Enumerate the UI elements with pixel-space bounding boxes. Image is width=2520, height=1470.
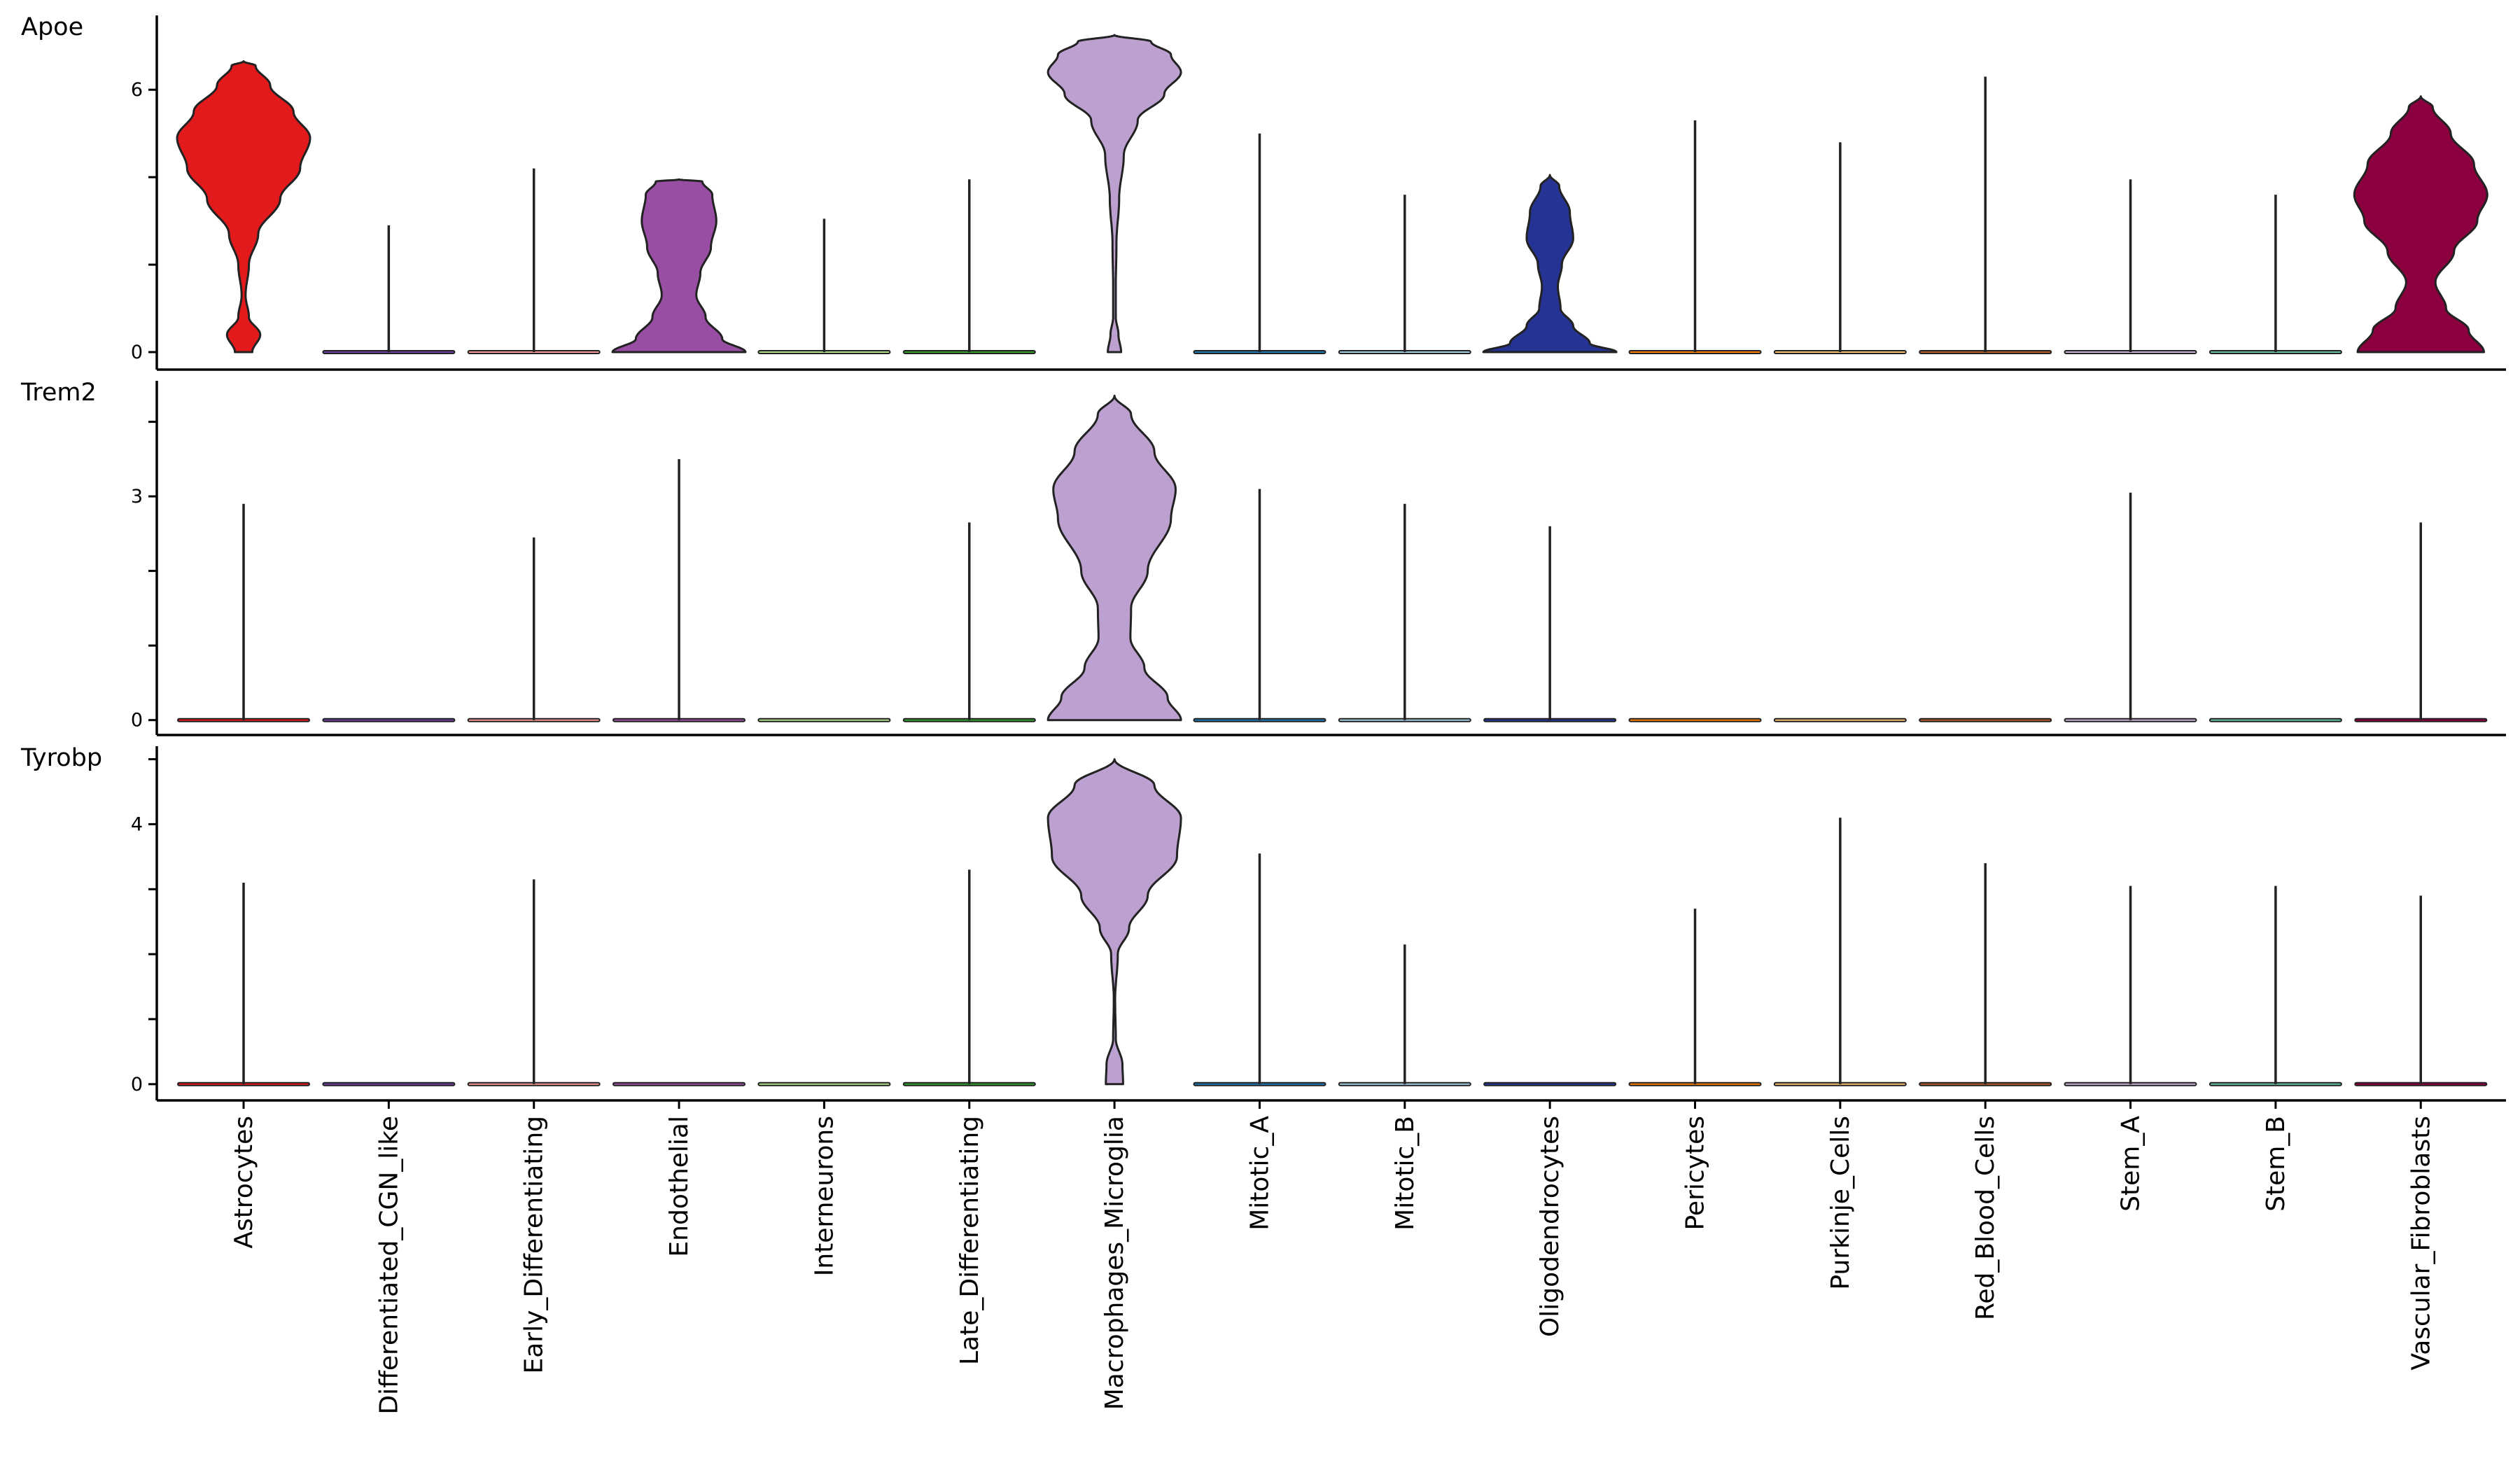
x-tick-label: Oligodendrocytes <box>1536 1116 1564 1337</box>
violin-base <box>612 1082 746 1086</box>
violin-apoe-endothelial <box>611 178 747 354</box>
y-tick-label: 0 <box>131 710 143 732</box>
violin-apoe-astrocytes <box>176 60 312 354</box>
violin-trem2-endothelial <box>612 458 746 722</box>
violin-apoe-oligodendrocytes <box>1482 174 1618 354</box>
violin-apoe-late-differentiating <box>902 179 1036 354</box>
violin-tyrobp-differentiated-cgn-like <box>322 1082 456 1086</box>
x-tick-label: Stem_A <box>2117 1116 2146 1212</box>
x-tick-label: Vascular_Fibroblasts <box>2407 1116 2435 1371</box>
violin-trem2-astrocytes <box>177 503 310 722</box>
violin-tyrobp-macrophages-microglia <box>1046 758 1182 1086</box>
violin-base <box>757 718 891 722</box>
violin-apoe-pericytes <box>1628 120 1762 354</box>
gene-label-tyrobp: Tyrobp <box>20 744 102 772</box>
violin-tyrobp-stem-a <box>2064 886 2197 1086</box>
x-tick-label: Mitotic_B <box>1391 1116 1420 1231</box>
violin-body <box>2353 95 2488 354</box>
violin-apoe-stem-b <box>2208 195 2342 354</box>
violin-tyrobp-purkinje-cells <box>1773 818 1907 1086</box>
gene-label-trem2: Trem2 <box>20 379 97 407</box>
violin-trem2-interneurons <box>757 718 891 722</box>
violin-trem2-vascular-fibroblasts <box>2354 522 2488 722</box>
violin-apoe-mitotic-b <box>1338 195 1471 354</box>
violin-base <box>1483 1082 1617 1086</box>
gene-label-apoe: Apoe <box>21 13 83 41</box>
violin-base <box>2208 718 2342 722</box>
violin-apoe-purkinje-cells <box>1773 142 1907 354</box>
violin-tyrobp-interneurons <box>757 1082 891 1086</box>
violin-trem2-stem-a <box>2064 492 2197 722</box>
violin-tyrobp-stem-b <box>2208 886 2342 1086</box>
violin-base <box>1773 718 1907 722</box>
violin-trem2-differentiated-cgn-like <box>322 718 456 722</box>
x-tick-label: Astrocytes <box>230 1116 258 1249</box>
violin-trem2-red-blood-cells <box>1919 718 2052 722</box>
violin-apoe-early-differentiating <box>467 168 601 354</box>
x-tick-label: Purkinje_Cells <box>1826 1116 1855 1290</box>
x-tick-label: Endothelial <box>665 1116 694 1257</box>
x-tick-label: Stem_B <box>2262 1116 2290 1212</box>
violin-tyrobp-early-differentiating <box>467 879 601 1086</box>
violin-trem2-mitotic-b <box>1338 503 1471 722</box>
violin-trem2-macrophages-microglia <box>1046 394 1182 722</box>
x-tick-label: Mitotic_A <box>1245 1116 1274 1231</box>
violin-body <box>176 60 312 354</box>
x-tick-label: Pericytes <box>1681 1116 1710 1231</box>
violin-base <box>322 1082 456 1086</box>
violin-tyrobp-endothelial <box>612 1082 746 1086</box>
violin-base <box>757 1082 891 1086</box>
violin-apoe-vascular-fibroblasts <box>2353 95 2488 354</box>
violin-trem2-late-differentiating <box>902 522 1036 722</box>
violin-tyrobp-mitotic-a <box>1193 853 1326 1086</box>
violin-trem2-mitotic-a <box>1193 489 1326 722</box>
violin-trem2-pericytes <box>1628 718 1762 722</box>
x-tick-label: Early_Differentiating <box>520 1116 549 1374</box>
violin-body <box>1482 174 1618 354</box>
violin-body <box>611 178 747 354</box>
violin-base <box>1628 718 1762 722</box>
panel-tyrobp: 0 4 Tyrobp <box>20 744 2506 1102</box>
violin-apoe-interneurons <box>757 218 891 354</box>
y-tick-label: 0 <box>131 1074 143 1096</box>
violin-base <box>322 718 456 722</box>
y-tick-label: 0 <box>131 342 143 363</box>
x-axis: Astrocytes Differentiated_CGN_like Early_D… <box>230 1100 2435 1415</box>
violin-trem2-purkinje-cells <box>1773 718 1907 722</box>
y-tick-label: 6 <box>131 79 143 101</box>
panel-apoe: 0 6 Apoe <box>21 13 2506 371</box>
x-tick-label: Differentiated_CGN_like <box>374 1116 403 1415</box>
panel-trem2: 0 3 Trem2 <box>20 379 2506 736</box>
violin-trem2-oligodendrocytes <box>1483 526 1617 722</box>
violin-apoe-macrophages-microglia <box>1046 34 1182 354</box>
violin-base <box>1919 718 2052 722</box>
violin-tyrobp-astrocytes <box>177 883 310 1086</box>
violin-trem2-stem-b <box>2208 718 2342 722</box>
violin-body <box>1046 394 1182 722</box>
violin-tyrobp-oligodendrocytes <box>1483 1082 1617 1086</box>
violin-body <box>1046 34 1182 354</box>
y-tick-label: 4 <box>131 813 143 835</box>
violin-apoe-mitotic-a <box>1193 133 1326 354</box>
violin-tyrobp-vascular-fibroblasts <box>2354 895 2488 1086</box>
panels: 0 6 Apoe 0 3 Trem2 0 4 Tyrobp <box>20 13 2506 1102</box>
x-tick-label: Red_Blood_Cells <box>1971 1116 2000 1320</box>
violin-tyrobp-late-differentiating <box>902 869 1036 1086</box>
violin-body <box>1046 758 1182 1086</box>
violin-tyrobp-mitotic-b <box>1338 944 1471 1086</box>
violin-apoe-stem-a <box>2064 179 2197 354</box>
violin-trem2-early-differentiating <box>467 537 601 722</box>
x-tick-label: Interneurons <box>810 1116 839 1276</box>
violin-apoe-red-blood-cells <box>1919 76 2052 354</box>
x-tick-label: Late_Differentiating <box>955 1116 984 1365</box>
violin-tyrobp-pericytes <box>1628 909 1762 1086</box>
violin-apoe-differentiated-cgn-like <box>322 225 456 354</box>
y-tick-label: 3 <box>131 486 143 507</box>
x-tick-label: Macrophages_Microglia <box>1100 1116 1129 1410</box>
violin-tyrobp-red-blood-cells <box>1919 863 2052 1086</box>
